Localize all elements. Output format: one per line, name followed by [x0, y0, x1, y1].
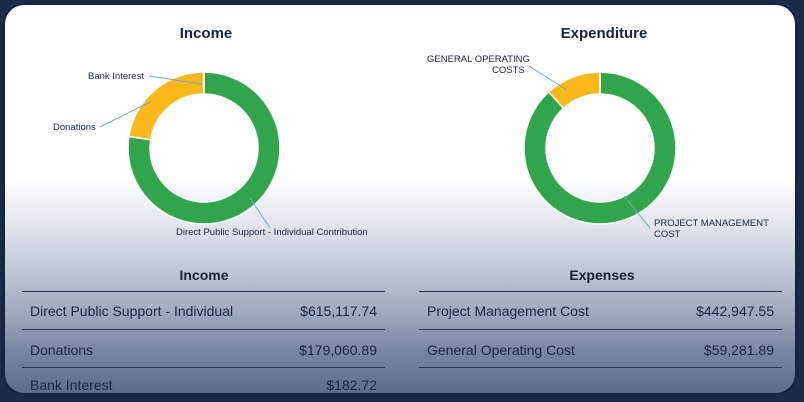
- income-chart-title: Income: [179, 25, 233, 42]
- leader-donations: [99, 101, 151, 128]
- label-donations: Donations: [53, 122, 96, 133]
- table-row: Project Management Cost $442,947.55: [419, 293, 782, 329]
- table-row: General Operating Cost $59,281.89: [419, 332, 782, 368]
- leader-general-operating: [528, 65, 568, 91]
- leader-bank-interest: [148, 75, 203, 85]
- row-label: Donations: [30, 342, 94, 358]
- label-project-management-line2: COST: [654, 229, 681, 240]
- row-label: Bank Interest: [30, 377, 113, 393]
- row-value: $182.72: [326, 377, 377, 393]
- row-value: $442,947.55: [696, 303, 774, 319]
- leader-project-management: [623, 195, 651, 229]
- expenses-table-title: Expenses: [569, 267, 635, 283]
- label-bank-interest: Bank Interest: [88, 71, 144, 82]
- row-value: $615,117.74: [300, 303, 377, 319]
- row-label: Direct Public Support - Individual: [30, 303, 234, 319]
- income-slice-0[interactable]: [127, 71, 281, 225]
- row-value: $59,281.89: [703, 342, 774, 358]
- income-table: Direct Public Support - Individual $615,…: [22, 291, 385, 396]
- label-general-operating-line2: COSTS: [492, 65, 525, 76]
- row-label: General Operating Cost: [427, 342, 575, 358]
- income-table-title: Income: [179, 267, 229, 283]
- label-project-management-line1: PROJECT MANAGEMENT: [654, 218, 769, 229]
- leader-direct-public-support: [249, 197, 271, 229]
- expenditure-slice-1[interactable]: [547, 71, 601, 110]
- charts-canvas: Bank Interest Donations Direct Public Su…: [53, 54, 769, 240]
- income-donut-chart: [127, 71, 281, 225]
- table-row: Donations $179,060.89: [22, 332, 385, 368]
- expenditure-slice-0[interactable]: [523, 71, 677, 225]
- row-label: Project Management Cost: [427, 303, 589, 319]
- expenditure-chart-title: Expenditure: [560, 25, 648, 42]
- table-row: Direct Public Support - Individual $615,…: [22, 293, 385, 329]
- row-value: $179,060.89: [299, 342, 377, 358]
- label-general-operating-line1: GENERAL OPERATING: [427, 54, 530, 65]
- panel-frame: Income Expenditure Bank Interest Donatio…: [2, 2, 798, 396]
- expenditure-donut-chart: [523, 71, 677, 225]
- label-direct-public-support: Direct Public Support - Individual Contr…: [176, 227, 368, 238]
- expenses-table: Project Management Cost $442,947.55 Gene…: [419, 291, 782, 396]
- table-row: Bank Interest $182.72: [22, 367, 385, 396]
